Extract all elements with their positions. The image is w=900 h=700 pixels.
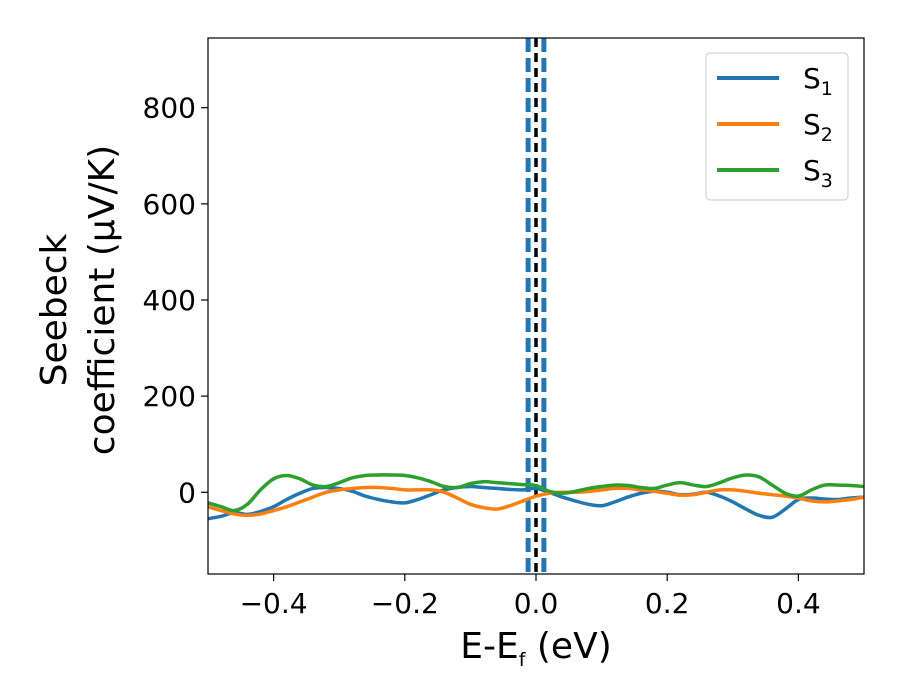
x-tick-label: −0.4	[240, 587, 308, 620]
x-tick-label: −0.2	[371, 587, 439, 620]
y-axis-label-line1: Seebeck	[34, 233, 75, 386]
legend: S1 S2 S3	[705, 52, 849, 201]
y-tick-label: 600	[143, 188, 196, 221]
series-group	[208, 473, 864, 521]
y-tick-label: 200	[143, 380, 196, 413]
x-axis-label: E-Ef (eV)	[460, 626, 612, 671]
series-line-S1	[208, 484, 864, 521]
legend-label-S1: S1	[803, 62, 833, 100]
series-line-S3	[208, 473, 864, 513]
y-tick-label: 800	[143, 92, 196, 125]
x-axis-ticks: −0.4 −0.2 0.0 0.2 0.4	[240, 574, 821, 620]
y-axis-ticks: 0 200 400 600 800	[143, 92, 208, 509]
series-line-S2	[208, 485, 864, 518]
legend-label-S3: S3	[803, 154, 833, 192]
y-tick-label: 400	[143, 284, 196, 317]
y-tick-label: 0	[178, 476, 196, 509]
legend-box	[705, 52, 849, 201]
x-tick-label: 0.4	[776, 587, 821, 620]
x-tick-label: 0.2	[645, 587, 690, 620]
y-axis-label-line2: coefficient (μV/K)	[82, 145, 123, 455]
legend-label-S2: S2	[803, 108, 833, 146]
x-tick-label: 0.0	[514, 587, 559, 620]
